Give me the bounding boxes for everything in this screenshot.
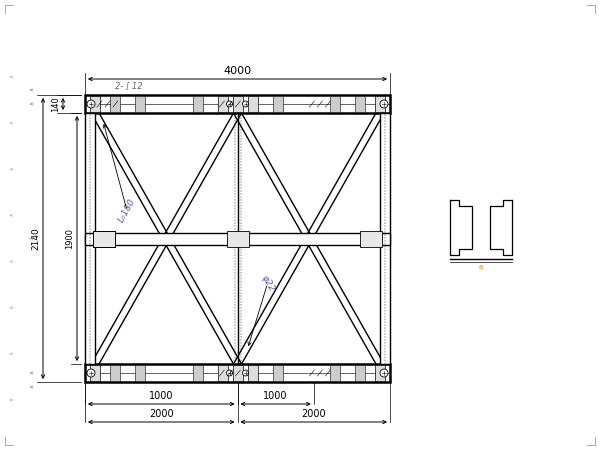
Text: 2140: 2140 bbox=[31, 227, 40, 250]
Bar bbox=[233, 96, 242, 112]
Bar bbox=[355, 365, 365, 381]
Bar bbox=[248, 365, 257, 381]
Bar bbox=[93, 230, 115, 247]
Text: 1000: 1000 bbox=[149, 391, 173, 401]
Text: φ22: φ22 bbox=[259, 274, 276, 293]
Bar bbox=[375, 365, 385, 381]
Circle shape bbox=[242, 370, 248, 376]
Text: 1900: 1900 bbox=[65, 228, 74, 249]
Circle shape bbox=[87, 369, 95, 377]
Bar bbox=[248, 96, 257, 112]
Bar bbox=[227, 230, 248, 247]
Bar bbox=[218, 365, 227, 381]
Text: 140: 140 bbox=[51, 96, 60, 112]
Bar bbox=[110, 365, 120, 381]
Bar bbox=[85, 364, 390, 382]
Bar bbox=[135, 96, 145, 112]
Bar bbox=[233, 365, 242, 381]
Text: 2000: 2000 bbox=[149, 409, 173, 419]
Circle shape bbox=[242, 101, 248, 107]
Bar bbox=[360, 230, 382, 247]
Circle shape bbox=[380, 100, 388, 108]
Bar bbox=[135, 365, 145, 381]
Text: 1000: 1000 bbox=[263, 391, 288, 401]
Bar bbox=[193, 365, 203, 381]
Bar bbox=[330, 96, 340, 112]
Bar bbox=[85, 233, 390, 244]
Text: a: a bbox=[479, 264, 483, 270]
Text: 4000: 4000 bbox=[223, 66, 251, 76]
Circle shape bbox=[380, 369, 388, 377]
Text: L₀180: L₀180 bbox=[116, 197, 137, 224]
Bar bbox=[85, 113, 95, 364]
Bar bbox=[330, 365, 340, 381]
Bar bbox=[93, 230, 115, 247]
Bar bbox=[110, 96, 120, 112]
Bar bbox=[90, 96, 100, 112]
Circle shape bbox=[227, 370, 233, 376]
Bar bbox=[85, 95, 390, 113]
Bar bbox=[90, 365, 100, 381]
Circle shape bbox=[87, 100, 95, 108]
Bar bbox=[375, 96, 385, 112]
Bar bbox=[272, 96, 283, 112]
Circle shape bbox=[227, 101, 233, 107]
Bar bbox=[218, 96, 227, 112]
Bar bbox=[272, 365, 283, 381]
Bar bbox=[355, 96, 365, 112]
Text: 2000: 2000 bbox=[301, 409, 326, 419]
Bar bbox=[193, 96, 203, 112]
Bar bbox=[380, 113, 390, 364]
Text: 2- [ 12: 2- [ 12 bbox=[115, 81, 143, 90]
